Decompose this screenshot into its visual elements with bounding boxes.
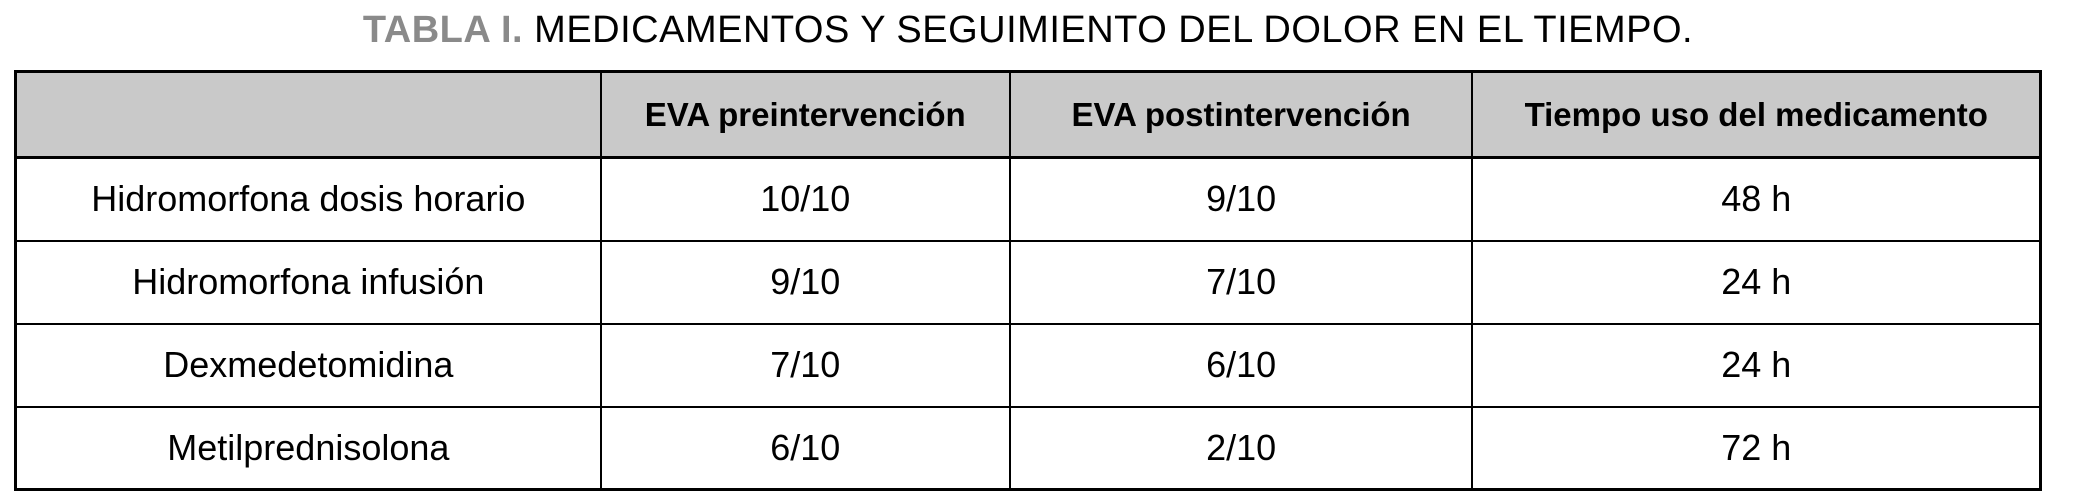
table-title-text: MEDICAMENTOS Y SEGUIMIENTO DEL DOLOR EN … [523, 9, 1694, 51]
table-title: TABLA I. MEDICAMENTOS Y SEGUIMIENTO DEL … [14, 6, 2042, 54]
drug-name-cell: Metilprednisolona [14, 405, 602, 491]
medications-table: EVA preintervención EVA postintervención… [14, 70, 2042, 491]
eva-pre-cell: 9/10 [599, 239, 1011, 325]
tiempo-cell: 24 h [1471, 322, 2042, 408]
eva-post-cell: 9/10 [1008, 156, 1474, 242]
header-cell-eva-post: EVA postintervención [1008, 70, 1474, 159]
drug-name-cell: Dexmedetomidina [14, 322, 602, 408]
header-cell-eva-pre: EVA preintervención [599, 70, 1011, 159]
tiempo-cell: 48 h [1471, 156, 2042, 242]
eva-pre-cell: 6/10 [599, 405, 1011, 491]
drug-name-cell: Hidromorfona infusión [14, 239, 602, 325]
eva-pre-cell: 10/10 [599, 156, 1011, 242]
table-row: Hidromorfona dosis horario 10/10 9/10 48… [14, 156, 2042, 242]
table-row: Hidromorfona infusión 9/10 7/10 24 h [14, 239, 2042, 325]
drug-name-cell: Hidromorfona dosis horario [14, 156, 602, 242]
eva-pre-cell: 7/10 [599, 322, 1011, 408]
table-title-label: TABLA I. [362, 9, 524, 51]
tiempo-cell: 72 h [1471, 405, 2042, 491]
table-row: Metilprednisolona 6/10 2/10 72 h [14, 405, 2042, 491]
header-cell-tiempo: Tiempo uso del medicamento [1471, 70, 2042, 159]
eva-post-cell: 2/10 [1008, 405, 1474, 491]
table-row: Dexmedetomidina 7/10 6/10 24 h [14, 322, 2042, 408]
header-cell-empty [14, 70, 602, 159]
header-row: EVA preintervención EVA postintervención… [14, 70, 2042, 159]
medications-table-container: EVA preintervención EVA postintervención… [14, 70, 2042, 491]
eva-post-cell: 6/10 [1008, 322, 1474, 408]
eva-post-cell: 7/10 [1008, 239, 1474, 325]
tiempo-cell: 24 h [1471, 239, 2042, 325]
